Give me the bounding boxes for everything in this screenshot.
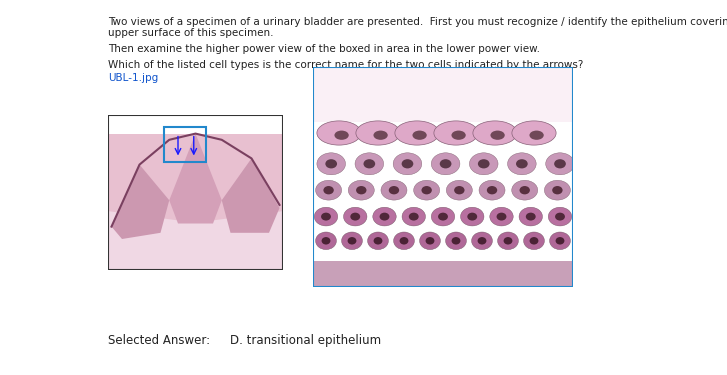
Polygon shape xyxy=(108,134,283,270)
Ellipse shape xyxy=(373,207,396,226)
Ellipse shape xyxy=(412,130,427,140)
Ellipse shape xyxy=(431,207,454,226)
Ellipse shape xyxy=(554,159,566,168)
Ellipse shape xyxy=(478,159,489,168)
Text: Two views of a specimen of a urinary bladder are presented.  First you must reco: Two views of a specimen of a urinary bla… xyxy=(108,17,727,27)
Ellipse shape xyxy=(512,180,538,200)
Ellipse shape xyxy=(507,153,537,175)
Ellipse shape xyxy=(438,213,448,220)
Ellipse shape xyxy=(402,207,425,226)
Ellipse shape xyxy=(553,186,563,194)
Bar xyxy=(164,128,206,162)
Ellipse shape xyxy=(512,121,556,145)
Ellipse shape xyxy=(400,237,409,244)
Ellipse shape xyxy=(451,130,466,140)
Ellipse shape xyxy=(550,232,571,250)
Ellipse shape xyxy=(497,213,507,220)
Ellipse shape xyxy=(529,237,539,244)
Ellipse shape xyxy=(467,213,477,220)
Ellipse shape xyxy=(321,237,330,244)
Ellipse shape xyxy=(520,186,530,194)
Ellipse shape xyxy=(545,180,571,200)
Polygon shape xyxy=(222,158,279,233)
Ellipse shape xyxy=(374,237,382,244)
Ellipse shape xyxy=(334,130,349,140)
Ellipse shape xyxy=(422,186,432,194)
Ellipse shape xyxy=(529,130,544,140)
Ellipse shape xyxy=(324,186,334,194)
Ellipse shape xyxy=(409,213,419,220)
Ellipse shape xyxy=(414,180,440,200)
Ellipse shape xyxy=(326,159,337,168)
Ellipse shape xyxy=(348,180,374,200)
Ellipse shape xyxy=(401,159,414,168)
Ellipse shape xyxy=(317,121,361,145)
Ellipse shape xyxy=(478,237,486,244)
Polygon shape xyxy=(111,165,169,239)
Ellipse shape xyxy=(342,232,362,250)
Ellipse shape xyxy=(379,213,390,220)
Ellipse shape xyxy=(374,130,387,140)
Ellipse shape xyxy=(526,213,536,220)
Ellipse shape xyxy=(364,159,375,168)
Ellipse shape xyxy=(491,130,505,140)
Ellipse shape xyxy=(555,237,564,244)
Ellipse shape xyxy=(425,237,435,244)
Ellipse shape xyxy=(487,186,497,194)
Ellipse shape xyxy=(321,213,331,220)
Ellipse shape xyxy=(504,237,513,244)
Ellipse shape xyxy=(356,121,400,145)
Ellipse shape xyxy=(314,207,338,226)
Ellipse shape xyxy=(431,153,460,175)
Ellipse shape xyxy=(434,121,478,145)
Ellipse shape xyxy=(393,153,422,175)
Text: Which of the listed cell types is the correct name for the two cells indicated b: Which of the listed cell types is the co… xyxy=(108,60,583,70)
Text: upper surface of this specimen.: upper surface of this specimen. xyxy=(108,28,273,38)
Ellipse shape xyxy=(470,153,498,175)
Ellipse shape xyxy=(344,207,367,226)
Ellipse shape xyxy=(350,213,360,220)
Polygon shape xyxy=(313,261,573,287)
Ellipse shape xyxy=(316,180,342,200)
Ellipse shape xyxy=(490,207,513,226)
Ellipse shape xyxy=(356,186,366,194)
Ellipse shape xyxy=(451,237,460,244)
Ellipse shape xyxy=(419,232,441,250)
Ellipse shape xyxy=(548,207,571,226)
Ellipse shape xyxy=(473,121,517,145)
Polygon shape xyxy=(313,67,573,122)
Ellipse shape xyxy=(317,153,345,175)
Ellipse shape xyxy=(519,207,542,226)
Ellipse shape xyxy=(454,186,465,194)
Ellipse shape xyxy=(381,180,407,200)
Ellipse shape xyxy=(446,232,467,250)
Ellipse shape xyxy=(523,232,545,250)
Text: Selected Answer:: Selected Answer: xyxy=(108,334,210,347)
Ellipse shape xyxy=(440,159,451,168)
Ellipse shape xyxy=(395,121,439,145)
Ellipse shape xyxy=(389,186,399,194)
Polygon shape xyxy=(169,134,222,224)
Ellipse shape xyxy=(355,153,384,175)
Ellipse shape xyxy=(368,232,388,250)
Ellipse shape xyxy=(555,213,565,220)
Text: UBL-1.jpg: UBL-1.jpg xyxy=(108,73,158,83)
Ellipse shape xyxy=(460,207,484,226)
Ellipse shape xyxy=(479,180,505,200)
Ellipse shape xyxy=(393,232,414,250)
Ellipse shape xyxy=(546,153,574,175)
Ellipse shape xyxy=(516,159,528,168)
Ellipse shape xyxy=(446,180,473,200)
Text: Then examine the higher power view of the boxed in area in the lower power view.: Then examine the higher power view of th… xyxy=(108,44,540,54)
Ellipse shape xyxy=(348,237,356,244)
Ellipse shape xyxy=(316,232,337,250)
Ellipse shape xyxy=(472,232,492,250)
Polygon shape xyxy=(108,211,283,270)
Ellipse shape xyxy=(497,232,518,250)
Text: D. transitional epithelium: D. transitional epithelium xyxy=(230,334,381,347)
